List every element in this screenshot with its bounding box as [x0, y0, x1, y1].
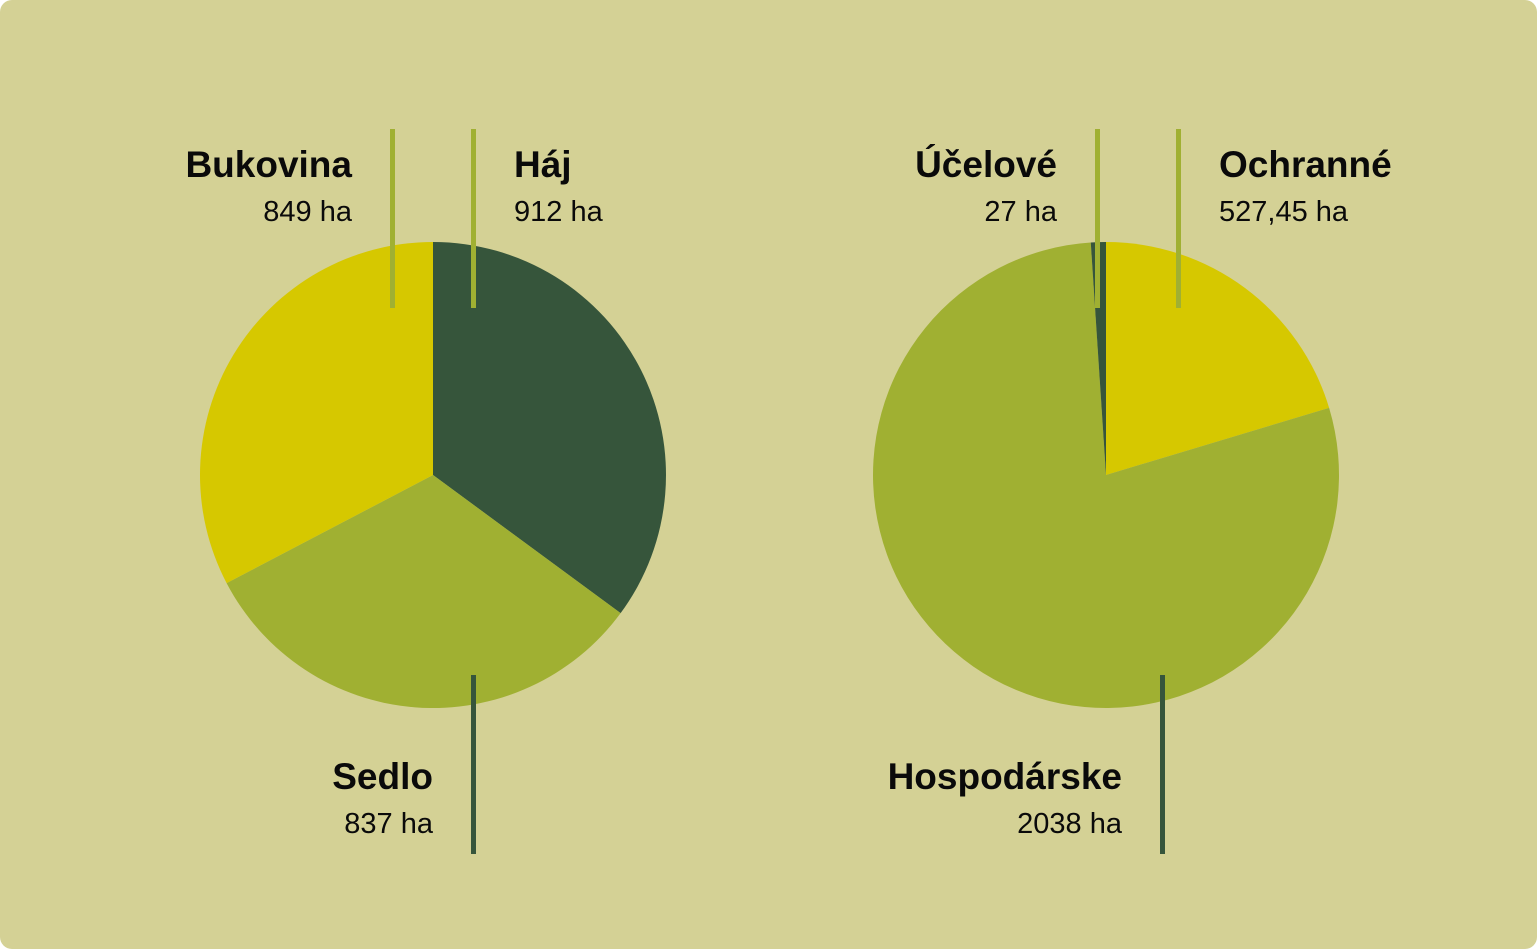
- label-sedlo: Sedlo 837 ha: [332, 675, 476, 854]
- label-haj: Háj 912 ha: [471, 129, 604, 308]
- pie-chart-right: [873, 242, 1340, 709]
- slice-label-haj: Háj: [514, 144, 572, 185]
- leader-line-sedlo: [471, 675, 476, 854]
- leader-line-bukovina: [390, 129, 395, 308]
- pie-slice-ucelove: [1090, 242, 1106, 475]
- label-hospodarske: Hospodárske 2038 ha: [888, 675, 1165, 854]
- label-ucelove: Účelové 27 ha: [915, 129, 1100, 308]
- pie-slice-ochranne: [1106, 242, 1330, 475]
- slice-label-ochranne: Ochranné: [1219, 144, 1392, 185]
- leader-line-haj: [471, 129, 476, 308]
- pie-slice-bukovina: [200, 241, 433, 584]
- slice-value-hospodarske: 2038 ha: [1017, 808, 1123, 840]
- slice-value-sedlo: 837 ha: [344, 808, 434, 840]
- pie-slice-hospodarske: [873, 242, 1340, 709]
- slice-value-ochranne: 527,45 ha: [1219, 196, 1349, 228]
- slice-value-haj: 912 ha: [514, 196, 604, 228]
- label-ochranne: Ochranné 527,45 ha: [1176, 129, 1392, 308]
- pie-slice-sedlo: [226, 475, 621, 708]
- pie-slice-haj: [433, 242, 666, 614]
- slice-value-ucelove: 27 ha: [984, 196, 1057, 228]
- leader-line-ucelove: [1095, 129, 1100, 308]
- label-bukovina: Bukovina 849 ha: [185, 129, 395, 308]
- slice-value-bukovina: 849 ha: [263, 196, 353, 228]
- slice-label-hospodarske: Hospodárske: [888, 756, 1122, 797]
- slice-label-bukovina: Bukovina: [185, 144, 352, 185]
- slice-label-ucelove: Účelové: [915, 143, 1057, 185]
- slice-label-sedlo: Sedlo: [332, 756, 433, 797]
- leader-line-ochranne: [1176, 129, 1181, 308]
- leader-line-hospodarske: [1160, 675, 1165, 854]
- pie-chart-left: [200, 241, 666, 708]
